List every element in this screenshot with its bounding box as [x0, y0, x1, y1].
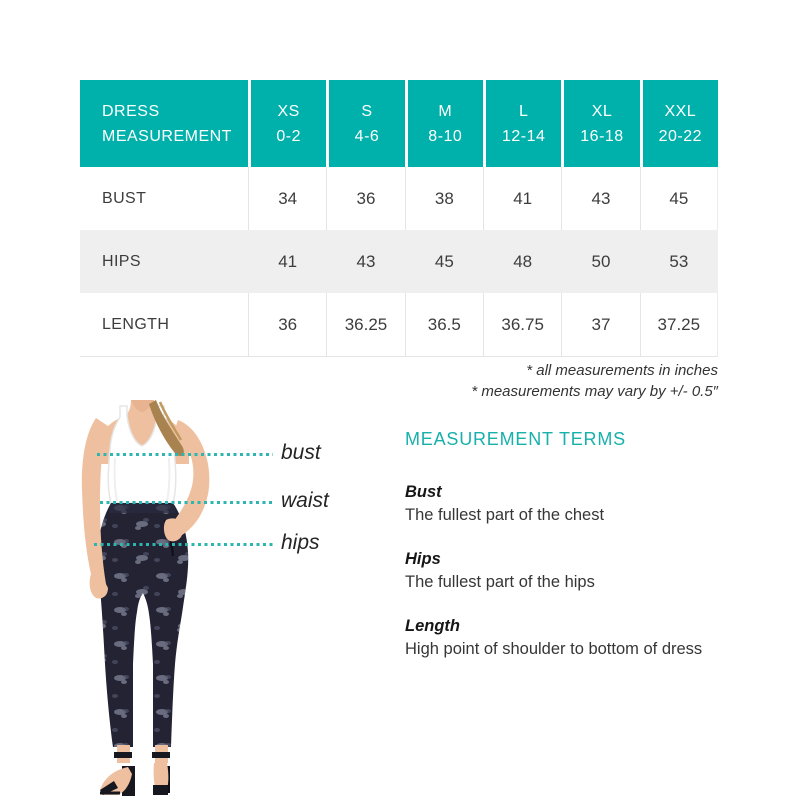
table-row-length: LENGTH 36 36.25 36.5 36.75 37 37.25	[80, 293, 718, 357]
row-label-length: LENGTH	[80, 293, 248, 357]
term-length-name: Length	[405, 617, 460, 635]
cell-hips-xl: 50	[561, 230, 640, 293]
row-label-bust: BUST	[80, 167, 248, 230]
sandals	[100, 745, 170, 796]
cell-hips-xxl: 53	[639, 230, 718, 293]
cell-bust-l: 41	[482, 167, 562, 230]
term-hips: Hips The fullest part of the hips	[405, 550, 735, 592]
terms-heading: MEASUREMENT TERMS	[405, 429, 626, 449]
bust-measure-line	[97, 453, 273, 456]
term-hips-name: Hips	[405, 550, 441, 568]
cell-bust-s: 36	[326, 167, 405, 230]
cell-length-l: 36.75	[482, 293, 562, 357]
cell-hips-xs: 41	[248, 230, 327, 293]
column-header-xxl: XXL 20-22	[639, 80, 718, 167]
term-bust: Bust The fullest part of the chest	[405, 483, 735, 525]
footnote-units: * all measurements in inches	[526, 362, 718, 379]
table-row-hips: HIPS 41 43 45 48 50 53	[80, 230, 718, 293]
cell-hips-s: 43	[326, 230, 405, 293]
model-photo	[81, 400, 210, 796]
term-length-definition: High point of shoulder to bottom of dres…	[405, 640, 703, 658]
column-header-l: L 12-14	[482, 80, 562, 167]
cell-bust-xxl: 45	[639, 167, 718, 230]
term-length: Length High point of shoulder to bottom …	[405, 617, 735, 659]
cell-bust-m: 38	[404, 167, 483, 230]
cell-length-xxl: 37.25	[639, 293, 718, 357]
column-header-s: S 4-6	[326, 80, 405, 167]
cell-length-xl: 37	[561, 293, 640, 357]
hips-line-label: hips	[281, 531, 320, 554]
table-corner-header: DRESS MEASUREMENT	[80, 80, 248, 167]
tank-shading	[113, 457, 171, 502]
size-table-header-row: DRESS MEASUREMENT XS 0-2 S 4-6 M 8-10 L	[80, 80, 718, 167]
cell-length-s: 36.25	[326, 293, 405, 357]
waistband	[109, 503, 176, 513]
footnote-tolerance: * measurements may vary by +/- 0.5″	[471, 383, 718, 400]
term-hips-definition: The fullest part of the hips	[405, 573, 595, 591]
table-footnotes: * all measurements in inches * measureme…	[471, 360, 718, 402]
hair	[149, 400, 184, 457]
measurement-terms-section: MEASUREMENT TERMS Bust The fullest part …	[405, 429, 735, 684]
cell-length-m: 36.5	[404, 293, 483, 357]
table-row-bust: BUST 34 36 38 41 43 45	[80, 167, 718, 230]
row-label-hips: HIPS	[80, 230, 248, 293]
corner-line-2: MEASUREMENT	[102, 127, 232, 145]
cell-length-xs: 36	[248, 293, 327, 357]
cell-hips-l: 48	[482, 230, 562, 293]
term-bust-name: Bust	[405, 483, 442, 501]
bust-line-label: bust	[281, 441, 321, 464]
waist-line-label: waist	[281, 489, 329, 512]
hips-measure-line	[94, 543, 273, 546]
column-header-xl: XL 16-18	[561, 80, 640, 167]
cell-bust-xl: 43	[561, 167, 640, 230]
term-bust-definition: The fullest part of the chest	[405, 506, 605, 524]
column-header-xs: XS 0-2	[248, 80, 327, 167]
size-table: DRESS MEASUREMENT XS 0-2 S 4-6 M 8-10 L	[80, 80, 718, 357]
column-header-m: M 8-10	[404, 80, 483, 167]
corner-line-1: DRESS	[102, 102, 160, 120]
pants	[98, 503, 189, 747]
cell-bust-xs: 34	[248, 167, 327, 230]
left-arm	[170, 420, 210, 535]
waist-measure-line	[100, 501, 273, 504]
cell-hips-m: 45	[404, 230, 483, 293]
